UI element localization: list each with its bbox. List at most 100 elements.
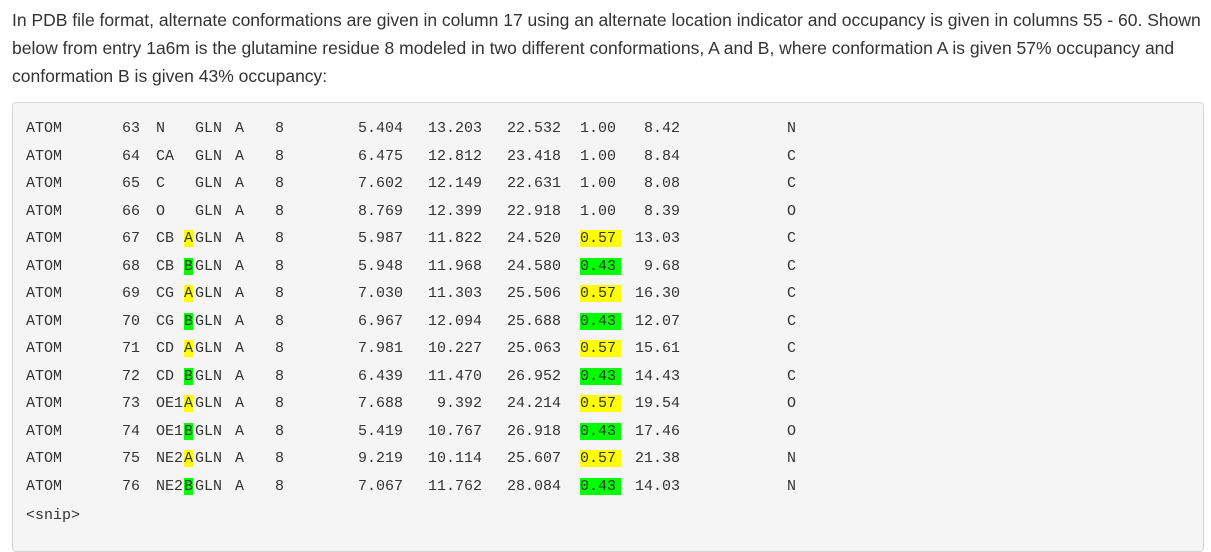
x-coord-field: 5.987 — [357, 230, 403, 247]
serial-field: 69 — [121, 285, 140, 302]
atom-name-field: OE1 — [156, 395, 184, 412]
resname-field: GLN — [195, 367, 223, 385]
chain-field: A — [235, 450, 245, 467]
chain-field: A — [235, 202, 245, 220]
z-coord-field: 25.506 — [506, 285, 561, 302]
resname-field: GLN — [195, 147, 223, 165]
chain-field: A — [235, 285, 245, 302]
record-field: ATOM — [26, 230, 63, 247]
x-coord-field: 7.030 — [357, 285, 403, 302]
z-coord-field: 24.580 — [506, 257, 561, 275]
resname-field: GLN — [195, 450, 223, 467]
resseq-field: 8 — [275, 120, 285, 137]
pdb-atom-row: ATOM 72 CD B GLN A 8 6.439 11.470 26.952 0.43 14.43… — [13, 364, 1203, 392]
serial-field: 70 — [121, 312, 140, 330]
y-coord-field: 12.149 — [427, 175, 482, 192]
atom-name-field: CB — [156, 257, 175, 275]
resseq-field: 8 — [275, 312, 285, 330]
bfactor-field: 9.68 — [643, 257, 680, 275]
altloc-field: A — [184, 230, 194, 247]
z-coord-field: 26.918 — [506, 422, 561, 440]
atom-name-field: CD — [156, 340, 175, 357]
record-field: ATOM — [26, 422, 63, 440]
pdb-atom-row: ATOM 64 CA GLN A 8 6.475 12.812 23.418 1.00 8.84 C — [13, 144, 1203, 172]
bfactor-field: 12.07 — [634, 312, 680, 330]
resseq-field: 8 — [275, 230, 285, 247]
altloc-field: B — [184, 422, 194, 440]
y-coord-field: 13.203 — [427, 120, 482, 137]
bfactor-field: 8.42 — [643, 120, 680, 137]
z-coord-field: 24.520 — [506, 230, 561, 247]
resseq-field: 8 — [275, 422, 285, 440]
altloc-field: A — [184, 340, 194, 357]
altloc-field: B — [184, 312, 194, 330]
pdb-atom-row: ATOM 74 OE1 B GLN A 8 5.419 10.767 26.918 0.43 17.4… — [13, 419, 1203, 447]
resseq-field: 8 — [275, 477, 285, 495]
occupancy-field: 0.43 — [580, 312, 621, 330]
occupancy-field: 0.43 — [580, 367, 621, 385]
atom-name-field: CG — [156, 312, 175, 330]
x-coord-field: 6.475 — [357, 147, 403, 165]
record-field: ATOM — [26, 175, 63, 192]
y-coord-field: 9.392 — [436, 395, 482, 412]
resseq-field: 8 — [275, 340, 285, 357]
z-coord-field: 25.688 — [506, 312, 561, 330]
resseq-field: 8 — [275, 285, 285, 302]
serial-field: 67 — [121, 230, 140, 247]
pdb-atom-row: ATOM 76 NE2 B GLN A 8 7.067 11.762 28.084 0.43 14.0… — [13, 474, 1203, 502]
bfactor-field: 21.38 — [634, 450, 680, 467]
serial-field: 73 — [121, 395, 140, 412]
serial-field: 66 — [121, 202, 140, 220]
bfactor-field: 13.03 — [634, 230, 680, 247]
x-coord-field: 7.067 — [357, 477, 403, 495]
y-coord-field: 11.303 — [427, 285, 482, 302]
z-coord-field: 22.532 — [506, 120, 561, 137]
resname-field: GLN — [195, 340, 223, 357]
y-coord-field: 10.767 — [427, 422, 482, 440]
pdb-atom-row: ATOM 66 O GLN A 8 8.769 12.399 22.918 1.00 8.39 O — [13, 199, 1203, 227]
atom-name-field: NE2 — [156, 477, 184, 495]
x-coord-field: 9.219 — [357, 450, 403, 467]
pdb-atom-row: ATOM 63 N GLN A 8 5.404 13.203 22.532 1.00 8.42 N — [13, 116, 1203, 144]
resname-field: GLN — [195, 120, 223, 137]
altloc-field: A — [184, 395, 194, 412]
x-coord-field: 6.967 — [357, 312, 403, 330]
serial-field: 76 — [121, 477, 140, 495]
bfactor-field: 8.84 — [643, 147, 680, 165]
element-field: O — [787, 395, 797, 412]
element-field: O — [787, 422, 797, 440]
occupancy-field: 0.57 — [580, 450, 621, 467]
record-field: ATOM — [26, 395, 63, 412]
chain-field: A — [235, 477, 245, 495]
occupancy-field: 1.00 — [580, 175, 617, 192]
chain-field: A — [235, 147, 245, 165]
y-coord-field: 11.968 — [427, 257, 482, 275]
occupancy-field: 1.00 — [580, 202, 617, 220]
atom-name-field: O — [156, 202, 166, 220]
resname-field: GLN — [195, 312, 223, 330]
x-coord-field: 7.602 — [357, 175, 403, 192]
chain-field: A — [235, 175, 245, 192]
bfactor-field: 14.43 — [634, 367, 680, 385]
bfactor-field: 14.03 — [634, 477, 680, 495]
y-coord-field: 12.812 — [427, 147, 482, 165]
record-field: ATOM — [26, 477, 63, 495]
occupancy-field: 1.00 — [580, 120, 617, 137]
bfactor-field: 15.61 — [634, 340, 680, 357]
bfactor-field: 19.54 — [634, 395, 680, 412]
chain-field: A — [235, 340, 245, 357]
element-field: C — [787, 340, 797, 357]
record-field: ATOM — [26, 367, 63, 385]
x-coord-field: 7.688 — [357, 395, 403, 412]
z-coord-field: 22.631 — [506, 175, 561, 192]
pdb-atom-row: ATOM 71 CD A GLN A 8 7.981 10.227 25.063 0.57 15.61… — [13, 336, 1203, 364]
element-field: C — [787, 230, 797, 247]
occupancy-field: 1.00 — [580, 147, 617, 165]
x-coord-field: 5.419 — [357, 422, 403, 440]
element-field: N — [787, 120, 797, 137]
atom-name-field: NE2 — [156, 450, 184, 467]
element-field: C — [787, 147, 797, 165]
element-field: N — [787, 450, 797, 467]
occupancy-field: 0.43 — [580, 477, 621, 495]
pdb-atom-row: ATOM 75 NE2 A GLN A 8 9.219 10.114 25.607 0.57 21.3… — [13, 446, 1203, 474]
